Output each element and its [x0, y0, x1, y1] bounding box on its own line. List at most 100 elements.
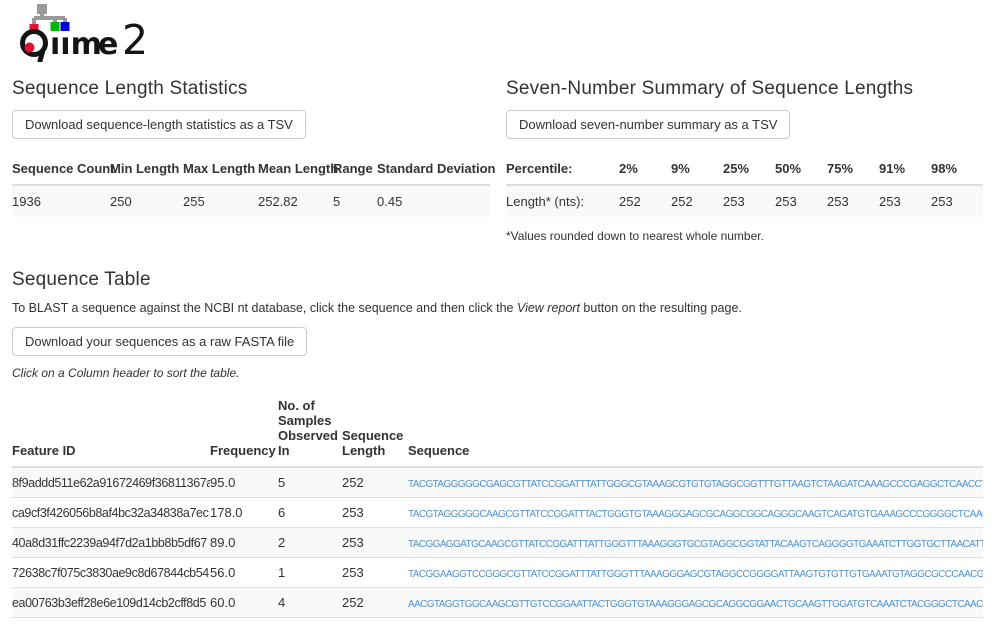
sequence-link[interactable]: TACGGAGGATGCAAGCGTTATCCGGATTTATTGGGTTTAA… — [408, 539, 983, 550]
feature-id-cell: 47c305878bfc73bfeda34b2ae1a82ee1 — [12, 617, 210, 627]
logo-green-square — [50, 22, 60, 31]
frequency-cell: 5,144.0 — [210, 617, 278, 627]
samples-cell: 6 — [278, 497, 342, 528]
samples-cell: 5 — [278, 466, 342, 498]
length-stats-header-std: Standard Deviation — [377, 153, 495, 186]
sequence-link[interactable]: AACGTAGGTGGCAAGCGTTGTCCGGAATTACTGGGTGTAA… — [408, 599, 983, 610]
length-stats-header-min: Min Length — [110, 153, 183, 186]
percentile-91: 91% — [879, 153, 931, 186]
qiime2-logo: ıım e 2 — [12, 0, 983, 64]
length-cell: 252 — [342, 587, 408, 618]
percentile-9: 9% — [671, 153, 723, 186]
table-row: 8f9addd511e62a91672469f36811367a 95.0 5 … — [12, 466, 983, 498]
feature-id-cell: 8f9addd511e62a91672469f36811367a — [12, 466, 210, 498]
logo-magnifier-handle — [37, 49, 45, 64]
table-row: 72638c7f075c3830ae9c8d67844cb541 56.0 1 … — [12, 557, 983, 588]
seven-number-row: Length* (nts): 252 252 253 253 253 253 2… — [506, 184, 983, 217]
length-cell: 253 — [342, 557, 408, 588]
percentile-25: 25% — [723, 153, 775, 186]
samples-cell: 1 — [278, 557, 342, 588]
frequency-cell: 60.0 — [210, 587, 278, 618]
column-header-sequence-length[interactable]: Sequence Length — [342, 390, 408, 468]
sequence-table-section: Sequence Table To BLAST a sequence again… — [12, 269, 983, 627]
table-row: ca9cf3f426056b8af4bc32a34838a7ec 178.0 6… — [12, 497, 983, 528]
top-sections-row: Sequence Length Statistics Download sequ… — [12, 62, 983, 243]
sequence-link[interactable]: TACGTAGGGGGCGAGCGTTATCCGGATTTATTGGGCGTAA… — [408, 479, 983, 490]
logo-tree-root-square — [37, 4, 47, 14]
range-value: 5 — [333, 184, 377, 217]
column-header-feature-id[interactable]: Feature ID — [12, 390, 210, 468]
length-stats-header-max: Max Length — [183, 153, 258, 186]
column-header-frequency[interactable]: Frequency — [210, 390, 278, 468]
download-seven-number-button[interactable]: Download seven-number summary as a TSV — [506, 110, 791, 139]
percentile-98: 98% — [931, 153, 983, 186]
length-cell: 252 — [342, 466, 408, 498]
length-at-91: 253 — [879, 184, 931, 217]
max-length-value: 255 — [183, 184, 258, 217]
percentile-label: Percentile: — [506, 153, 619, 186]
samples-cell: 10 — [278, 617, 342, 627]
length-at-2: 252 — [619, 184, 671, 217]
sequence-table-title: Sequence Table — [12, 269, 151, 290]
length-cell: 253 — [342, 497, 408, 528]
samples-cell: 2 — [278, 527, 342, 558]
logo-letter-e: e — [98, 27, 118, 62]
logo-blue-square — [60, 22, 70, 31]
percentile-2: 2% — [619, 153, 671, 186]
table-row: ea00763b3eff28e6e109d14cb2cff8d5 60.0 4 … — [12, 587, 983, 618]
sequence-link[interactable]: TACGTAGGGGGCAAGCGTTATCCGGATTTACTGGGTGTAA… — [408, 509, 983, 520]
feature-id-cell: 40a8d31ffc2239a94f7d2a1bb8b5df67 — [12, 527, 210, 558]
logo-numeral-2: 2 — [122, 16, 148, 62]
seven-number-title: Seven-Number Summary of Sequence Lengths — [506, 78, 914, 99]
table-row: 47c305878bfc73bfeda34b2ae1a82ee1 5,144.0… — [12, 617, 983, 627]
rounding-footnote: *Values rounded down to nearest whole nu… — [506, 229, 764, 243]
percentile-75: 75% — [827, 153, 879, 186]
frequency-cell: 95.0 — [210, 466, 278, 498]
logo-tree — [32, 12, 67, 26]
length-cell: 253 — [342, 617, 408, 627]
feature-id-cell: ca9cf3f426056b8af4bc32a34838a7ec — [12, 497, 210, 528]
length-stats-title: Sequence Length Statistics — [12, 78, 248, 99]
samples-cell: 4 — [278, 587, 342, 618]
mean-length-value: 252.82 — [258, 184, 333, 217]
logo-red-square — [29, 24, 39, 33]
logo-word-tail: ıım — [50, 27, 102, 62]
length-at-50: 253 — [775, 184, 827, 217]
sequence-table: Feature ID Frequency No. of Samples Obse… — [12, 390, 983, 627]
blast-instructions: To BLAST a sequence against the NCBI nt … — [12, 301, 983, 315]
length-stats-header-range: Range — [333, 153, 377, 186]
seven-number-section: Seven-Number Summary of Sequence Lengths… — [506, 62, 983, 243]
column-header-samples-observed[interactable]: No. of Samples Observed In — [278, 390, 342, 468]
download-length-stats-button[interactable]: Download sequence-length statistics as a… — [12, 110, 306, 139]
length-stats-table: Sequence Count Min Length Max Length Mea… — [12, 153, 495, 217]
std-dev-value: 0.45 — [377, 184, 490, 217]
length-at-75: 253 — [827, 184, 879, 217]
length-stats-row: 1936 250 255 252.82 5 0.45 — [12, 184, 490, 217]
length-stats-header-mean: Mean Length — [258, 153, 338, 186]
length-at-25: 253 — [723, 184, 775, 217]
view-report-emphasis: View report — [516, 301, 580, 315]
percentile-50: 50% — [775, 153, 827, 186]
frequency-cell: 178.0 — [210, 497, 278, 528]
blast-instructions-after: button on the resulting page. — [579, 301, 742, 315]
length-at-9: 252 — [671, 184, 723, 217]
length-stats-section: Sequence Length Statistics Download sequ… — [12, 62, 495, 243]
sequence-link[interactable]: TACGGAAGGTCCGGGCGTTATCCGGATTTATTGGGTTTAA… — [408, 569, 983, 580]
logo-lens-red-blob — [24, 42, 35, 53]
length-nts-label: Length* (nts): — [506, 184, 619, 217]
sequence-count-value: 1936 — [12, 184, 110, 217]
sort-hint: Click on a Column header to sort the tab… — [12, 366, 240, 380]
length-cell: 253 — [342, 527, 408, 558]
qiime2-logo-svg: ıım e 2 — [20, 4, 148, 64]
blast-instructions-before: To BLAST a sequence against the NCBI nt … — [12, 301, 517, 315]
length-at-98: 253 — [931, 184, 983, 217]
feature-id-cell: 72638c7f075c3830ae9c8d67844cb541 — [12, 557, 210, 588]
frequency-cell: 89.0 — [210, 527, 278, 558]
table-row: 40a8d31ffc2239a94f7d2a1bb8b5df67 89.0 2 … — [12, 527, 983, 558]
min-length-value: 250 — [110, 184, 183, 217]
seven-number-table: Percentile: 2% 9% 25% 50% 75% 91% 98% Le… — [506, 153, 983, 217]
download-fasta-button[interactable]: Download your sequences as a raw FASTA f… — [12, 327, 308, 356]
length-stats-header-count: Sequence Count — [12, 153, 115, 186]
frequency-cell: 56.0 — [210, 557, 278, 588]
column-header-sequence[interactable]: Sequence — [408, 390, 983, 468]
